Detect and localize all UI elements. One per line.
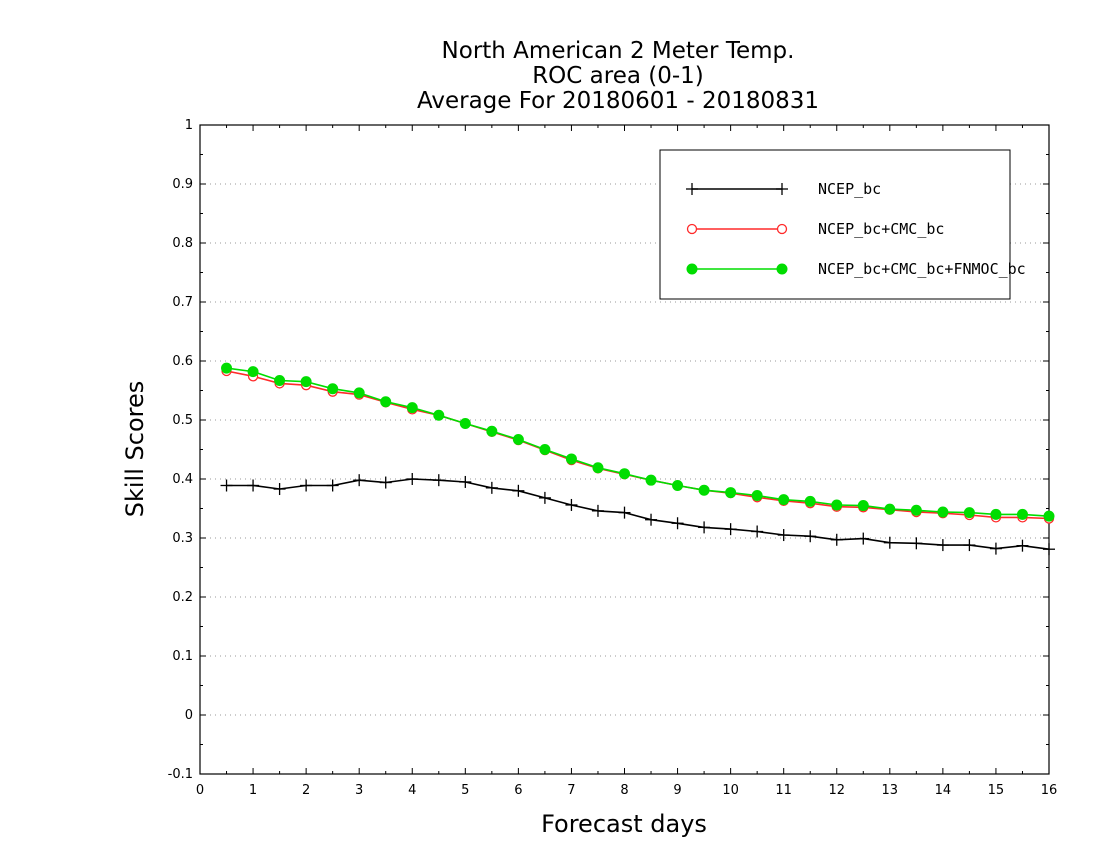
data-point [486, 425, 498, 437]
data-point [221, 362, 233, 374]
x-tick-label: 6 [514, 783, 522, 798]
data-point [831, 499, 843, 511]
data-point [619, 468, 630, 480]
y-axis-ticks: -0.1 0 0.1 0.2 0.3 0.4 0.5 0.6 0.7 0.8 0.9 1 [168, 118, 1049, 782]
data-point [433, 409, 445, 421]
data-point [776, 263, 788, 275]
x-tick-label: 5 [461, 783, 469, 798]
x-tick-label: 7 [567, 783, 575, 798]
legend: NCEP_bc NCEP_bc+CMC_bc NCEP_bc+CMC_bc+FNMO… [659, 149, 1026, 300]
x-tick-label: 9 [673, 783, 681, 798]
data-point [247, 366, 259, 378]
title-line-1: North American 2 Meter Temp. [442, 38, 795, 64]
data-point [698, 484, 710, 496]
y-axis-label: Skill Scores [121, 381, 149, 518]
x-tick-label: 8 [620, 783, 628, 798]
data-point [910, 504, 922, 516]
series-2 [221, 365, 1055, 524]
legend-label: NCEP_bc+CMC_bc+FNMOC_bc [818, 260, 1026, 278]
x-axis-ticks: 0 1 2 3 4 5 6 7 8 9 10 11 12 13 14 15 16 [196, 125, 1057, 798]
y-tick-label: 0.3 [172, 531, 193, 546]
x-tick-label: 4 [408, 783, 416, 798]
data-point [512, 433, 524, 445]
data-point [937, 506, 949, 518]
data-point [686, 223, 698, 235]
legend-label: NCEP_bc [818, 180, 881, 198]
data-point [963, 507, 975, 519]
y-tick-label: -0.1 [168, 767, 193, 782]
y-tick-label: 0.5 [172, 413, 193, 428]
data-point [776, 223, 788, 235]
y-tick-label: 0.6 [172, 354, 193, 369]
y-tick-label: 0.8 [172, 236, 193, 251]
data-point [804, 495, 816, 507]
series-1 [220, 473, 1055, 556]
x-tick-label: 3 [355, 783, 363, 798]
x-tick-label: 10 [722, 783, 739, 798]
data-point [380, 396, 392, 408]
series-line [226, 478, 1050, 550]
data-point [884, 503, 896, 515]
series-line [226, 367, 1050, 517]
legend-entry-3: NCEP_bc+CMC_bc+FNMOC_bc [686, 260, 1026, 278]
data-point [672, 479, 684, 491]
x-tick-label: 15 [988, 783, 1005, 798]
chart-title: North American 2 Meter Temp. ROC area (0… [417, 38, 819, 114]
series-3 [221, 362, 1055, 522]
data-point [327, 383, 339, 395]
x-axis-label: Forecast days [541, 810, 707, 838]
x-tick-label: 14 [935, 783, 952, 798]
data-point [539, 444, 551, 455]
data-point [459, 418, 471, 430]
data-point [300, 376, 312, 388]
data-point [778, 494, 790, 506]
legend-box [659, 149, 1011, 300]
data-point [406, 402, 418, 414]
x-tick-label: 16 [1041, 783, 1058, 798]
data-point [1043, 510, 1055, 522]
data-point [1016, 508, 1028, 520]
x-tick-label: 2 [302, 783, 310, 798]
series-line [226, 370, 1050, 520]
y-tick-label: 0.1 [172, 649, 193, 664]
y-tick-label: 0.2 [172, 590, 193, 605]
legend-label: NCEP_bc+CMC_bc [818, 220, 944, 238]
legend-entry-1: NCEP_bc [686, 180, 881, 198]
y-tick-label: 0.4 [172, 472, 193, 487]
x-tick-label: 1 [249, 783, 257, 798]
y-tick-label: 1 [185, 118, 193, 133]
x-tick-label: 0 [196, 783, 204, 798]
data-point [751, 490, 763, 502]
data-point [990, 508, 1002, 520]
y-tick-label: 0.7 [172, 295, 193, 310]
data-point [274, 374, 286, 386]
x-tick-label: 12 [828, 783, 845, 798]
y-tick-label: 0.9 [172, 177, 193, 192]
data-point [725, 487, 737, 499]
data-point [353, 387, 365, 399]
series-layer [220, 362, 1055, 556]
data-point [686, 263, 698, 275]
data-point [592, 462, 604, 474]
data-point [857, 500, 869, 512]
data-point [645, 474, 657, 486]
x-tick-label: 11 [775, 783, 792, 798]
data-point [565, 453, 577, 465]
y-tick-label: 0 [185, 708, 193, 723]
legend-entry-2: NCEP_bc+CMC_bc [686, 220, 944, 238]
legend-entries: NCEP_bc NCEP_bc+CMC_bc NCEP_bc+CMC_bc+FNMO… [686, 180, 1026, 278]
x-tick-label: 13 [882, 783, 899, 798]
title-line-3: Average For 20180601 - 20180831 [417, 88, 819, 114]
title-line-2: ROC area (0-1) [532, 63, 704, 89]
